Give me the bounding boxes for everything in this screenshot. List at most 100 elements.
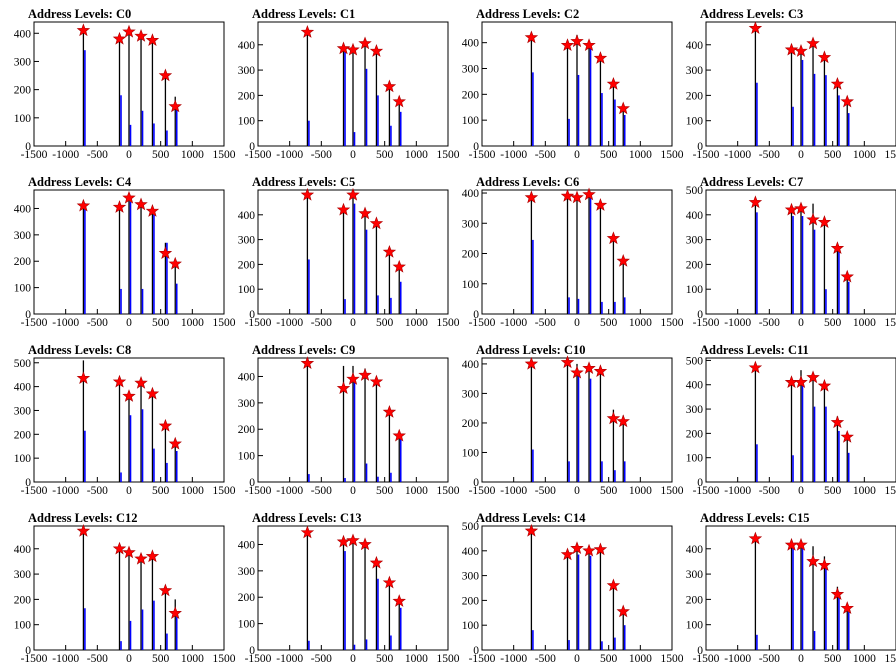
y-tick-label: 200: [686, 259, 704, 271]
peak-marker: [112, 200, 127, 213]
peak-marker: [524, 190, 539, 204]
y-tick-label: 200: [686, 90, 704, 102]
x-tick-label: -1500: [245, 485, 272, 497]
plot-panel-0: Address Levels: C0 0 100 200 300 400 -1500 -100…: [14, 7, 236, 161]
y-tick-label: 300: [238, 235, 256, 247]
plot-title: Address Levels: C14: [476, 511, 586, 525]
peak-marker: [369, 216, 384, 230]
peak-marker: [570, 541, 584, 555]
peak-marker: [336, 381, 351, 395]
peak-marker: [145, 549, 160, 563]
x-tick-label: -1000: [500, 653, 527, 665]
x-tick-label: -1000: [500, 149, 527, 161]
peak-marker: [806, 212, 820, 226]
y-tick-label: 200: [462, 418, 480, 430]
peak-marker: [570, 34, 584, 48]
y-tick-label: 0: [25, 141, 31, 153]
x-tick-label: -1000: [276, 317, 303, 329]
plot-title: Address Levels: C1: [252, 7, 355, 21]
plot-panel-13: Address Levels: C13 0 100 200 300 400 -1500 -10…: [238, 511, 460, 665]
y-tick-label: 100: [686, 620, 704, 632]
peak-marker: [122, 190, 136, 204]
peak-marker: [358, 368, 372, 381]
peak-marker: [168, 436, 182, 450]
peak-marker: [358, 36, 372, 50]
y-tick-label: 400: [238, 371, 256, 383]
peak-marker: [616, 101, 630, 115]
y-tick-label: 0: [697, 645, 703, 657]
y-tick-label: 400: [686, 40, 704, 52]
y-tick-label: 400: [686, 210, 704, 222]
x-tick-label: 500: [152, 317, 170, 329]
peak-marker: [158, 246, 173, 260]
y-tick-label: 0: [25, 645, 31, 657]
y-tick-label: 100: [14, 453, 32, 465]
peak-marker: [582, 38, 596, 51]
peak-marker: [134, 375, 148, 389]
y-tick-label: 100: [14, 620, 32, 632]
plot-panel-7: Address Levels: C70100200300400500-1500-…: [686, 175, 896, 329]
x-tick-label: 1500: [437, 485, 460, 497]
x-tick-label: 500: [376, 485, 394, 497]
peak-marker: [593, 542, 608, 556]
y-tick-label: 100: [462, 447, 480, 459]
peak-marker: [112, 31, 127, 45]
y-tick-label: 400: [686, 380, 704, 392]
x-tick-label: 500: [376, 653, 394, 665]
y-tick-label: 500: [14, 358, 32, 370]
peak-marker: [524, 356, 539, 370]
x-tick-label: 500: [600, 653, 618, 665]
peak-marker: [806, 370, 820, 384]
peak-marker: [122, 389, 136, 402]
x-tick-label: -1500: [21, 317, 48, 329]
x-tick-label: -1000: [276, 653, 303, 665]
x-tick-label: -500: [535, 149, 556, 161]
x-tick-label: 1500: [437, 317, 460, 329]
x-tick-label: -1500: [469, 317, 496, 329]
peak-marker: [382, 405, 397, 418]
peak-marker: [76, 524, 91, 537]
plot-title: Address Levels: C2: [476, 7, 579, 21]
x-tick-label: 0: [798, 485, 804, 497]
plot-title: Address Levels: C10: [476, 343, 586, 357]
x-tick-label: -1500: [245, 653, 272, 665]
peak-marker: [168, 256, 182, 270]
plot-title: Address Levels: C5: [252, 175, 355, 189]
y-tick-label: 400: [14, 203, 32, 215]
x-tick-label: 1000: [629, 317, 652, 329]
x-tick-label: -500: [311, 149, 332, 161]
y-tick-label: 300: [238, 398, 256, 410]
x-tick-label: -500: [535, 653, 556, 665]
x-tick-label: 1500: [437, 653, 460, 665]
x-tick-label: 1500: [885, 653, 896, 665]
x-tick-label: 0: [350, 149, 356, 161]
peak-marker: [336, 202, 351, 216]
peak-marker: [616, 414, 630, 428]
x-tick-label: -1000: [276, 149, 303, 161]
x-tick-label: -1000: [724, 653, 751, 665]
plot-title: Address Levels: C8: [28, 343, 131, 357]
x-tick-label: -1500: [693, 149, 720, 161]
x-tick-label: 0: [574, 317, 580, 329]
y-tick-label: 400: [462, 38, 480, 50]
x-tick-label: -1500: [245, 149, 272, 161]
y-tick-label: 0: [697, 141, 703, 153]
peak-marker: [76, 198, 91, 212]
y-tick-label: 500: [686, 355, 704, 367]
peak-marker: [840, 94, 854, 108]
peak-marker: [830, 415, 845, 429]
peak-marker: [606, 231, 621, 245]
plot-title: Address Levels: C11: [700, 343, 809, 357]
x-tick-label: -1000: [724, 485, 751, 497]
x-tick-label: 1000: [181, 485, 204, 497]
y-tick-label: 400: [14, 544, 32, 556]
y-tick-label: 200: [238, 592, 256, 604]
peak-marker: [134, 197, 148, 211]
peak-marker: [145, 204, 160, 217]
peak-marker: [336, 534, 351, 548]
y-tick-label: 300: [462, 571, 480, 583]
x-tick-label: -500: [311, 317, 332, 329]
plot-panel-15: Address Levels: C15 0 100 200 300 400 -1500 -10…: [686, 511, 896, 665]
x-tick-label: 0: [350, 653, 356, 665]
plot-panel-11: Address Levels: C11 0 100 200 300 400 500 -1500…: [686, 343, 896, 497]
